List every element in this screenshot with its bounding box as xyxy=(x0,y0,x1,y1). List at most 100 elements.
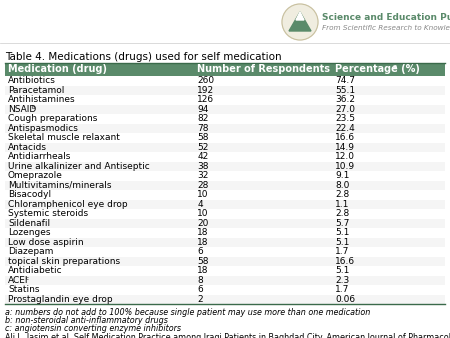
Text: 8: 8 xyxy=(197,276,203,285)
Text: 14.9: 14.9 xyxy=(335,143,356,152)
Text: Antihistamines: Antihistamines xyxy=(8,95,76,104)
Text: Low dose aspirin: Low dose aspirin xyxy=(8,238,84,247)
Text: 4: 4 xyxy=(197,200,203,209)
Text: 5.1: 5.1 xyxy=(335,238,350,247)
Text: 18: 18 xyxy=(197,238,209,247)
Bar xyxy=(5,294,445,304)
Bar xyxy=(5,171,445,180)
Text: Ali L. Jasim et al. Self Medication Practice among Iraqi Patients in Baghdad Cit: Ali L. Jasim et al. Self Medication Prac… xyxy=(5,333,450,338)
Text: Antidiabetic: Antidiabetic xyxy=(8,266,63,275)
Bar xyxy=(5,266,445,275)
Bar xyxy=(5,86,445,95)
Text: 58: 58 xyxy=(197,133,209,142)
Text: 20: 20 xyxy=(197,219,209,228)
Bar xyxy=(5,285,445,294)
Bar xyxy=(5,152,445,162)
Text: 55.1: 55.1 xyxy=(335,86,356,95)
Text: Omeprazole: Omeprazole xyxy=(8,171,63,180)
Text: a: a xyxy=(392,64,396,69)
Bar xyxy=(5,162,445,171)
Bar xyxy=(5,123,445,133)
Text: Table 4. Medications (drugs) used for self medication: Table 4. Medications (drugs) used for se… xyxy=(5,52,282,62)
Text: 52: 52 xyxy=(197,143,209,152)
Text: 8.0: 8.0 xyxy=(335,181,350,190)
Text: Antacids: Antacids xyxy=(8,143,47,152)
Text: Sildenafil: Sildenafil xyxy=(8,219,50,228)
Bar xyxy=(5,63,445,76)
Text: Antidiarrheals: Antidiarrheals xyxy=(8,152,72,161)
Text: 36.2: 36.2 xyxy=(335,95,356,104)
Text: Skeletal muscle relaxant: Skeletal muscle relaxant xyxy=(8,133,120,142)
Text: b: b xyxy=(31,105,35,110)
Text: 0.06: 0.06 xyxy=(335,295,356,304)
Text: Antibiotics: Antibiotics xyxy=(8,76,56,85)
Text: Medication (drug): Medication (drug) xyxy=(8,65,107,74)
Text: b: non-steroidal anti-inflammatory drugs: b: non-steroidal anti-inflammatory drugs xyxy=(5,316,168,325)
Text: topical skin preparations: topical skin preparations xyxy=(8,257,120,266)
Text: 18: 18 xyxy=(197,228,209,237)
Text: Urine alkalinizer and Antiseptic: Urine alkalinizer and Antiseptic xyxy=(8,162,150,171)
Text: Diazepam: Diazepam xyxy=(8,247,54,256)
Text: 12.0: 12.0 xyxy=(335,152,356,161)
Text: Prostaglandin eye drop: Prostaglandin eye drop xyxy=(8,295,112,304)
Text: From Scientific Research to Knowledge: From Scientific Research to Knowledge xyxy=(322,25,450,31)
Bar xyxy=(5,180,445,190)
Text: Systemic steroids: Systemic steroids xyxy=(8,209,88,218)
Bar xyxy=(5,228,445,238)
Text: 94: 94 xyxy=(197,105,209,114)
Text: 9.1: 9.1 xyxy=(335,171,350,180)
Text: Multivitamins/minerals: Multivitamins/minerals xyxy=(8,181,112,190)
Text: c: c xyxy=(26,276,29,281)
Bar xyxy=(5,133,445,143)
Text: 28: 28 xyxy=(197,181,209,190)
Text: 6: 6 xyxy=(197,285,203,294)
Text: 1.7: 1.7 xyxy=(335,247,350,256)
Text: 78: 78 xyxy=(197,124,209,133)
Text: 1.1: 1.1 xyxy=(335,200,350,209)
Text: 5.7: 5.7 xyxy=(335,219,350,228)
Text: 5.1: 5.1 xyxy=(335,266,350,275)
Text: 2.3: 2.3 xyxy=(335,276,350,285)
Text: 38: 38 xyxy=(197,162,209,171)
Bar xyxy=(5,199,445,209)
Polygon shape xyxy=(296,12,304,20)
Text: Cough preparations: Cough preparations xyxy=(8,114,97,123)
Text: 10: 10 xyxy=(197,190,209,199)
Text: 23.5: 23.5 xyxy=(335,114,356,123)
Bar xyxy=(5,247,445,257)
Bar xyxy=(5,95,445,104)
Text: Paracetamol: Paracetamol xyxy=(8,86,64,95)
Bar xyxy=(5,104,445,114)
Text: ACEI: ACEI xyxy=(8,276,28,285)
Text: 2.8: 2.8 xyxy=(335,209,350,218)
Circle shape xyxy=(282,4,318,40)
Text: Statins: Statins xyxy=(8,285,40,294)
Bar xyxy=(5,218,445,228)
Text: NSAID: NSAID xyxy=(8,105,36,114)
Text: Percentage (%): Percentage (%) xyxy=(335,65,420,74)
Text: 27.0: 27.0 xyxy=(335,105,356,114)
Text: Science and Education Publishing: Science and Education Publishing xyxy=(322,14,450,23)
Bar xyxy=(5,238,445,247)
Text: 74.7: 74.7 xyxy=(335,76,356,85)
Text: 32: 32 xyxy=(197,171,209,180)
Bar xyxy=(5,190,445,199)
Text: 58: 58 xyxy=(197,257,209,266)
Text: 2: 2 xyxy=(197,295,203,304)
Text: 10.9: 10.9 xyxy=(335,162,356,171)
Text: 5.1: 5.1 xyxy=(335,228,350,237)
Text: 42: 42 xyxy=(197,152,208,161)
Bar xyxy=(5,257,445,266)
Text: Lozenges: Lozenges xyxy=(8,228,50,237)
Bar xyxy=(5,114,445,123)
Text: Chloramphenicol eye drop: Chloramphenicol eye drop xyxy=(8,200,128,209)
Bar xyxy=(5,209,445,218)
Text: Number of Respondents: Number of Respondents xyxy=(197,65,330,74)
Text: 16.6: 16.6 xyxy=(335,257,356,266)
Text: 10: 10 xyxy=(197,209,209,218)
Bar xyxy=(5,143,445,152)
Text: Bisacodyl: Bisacodyl xyxy=(8,190,51,199)
Text: 82: 82 xyxy=(197,114,209,123)
Text: 126: 126 xyxy=(197,95,215,104)
Polygon shape xyxy=(289,12,311,31)
